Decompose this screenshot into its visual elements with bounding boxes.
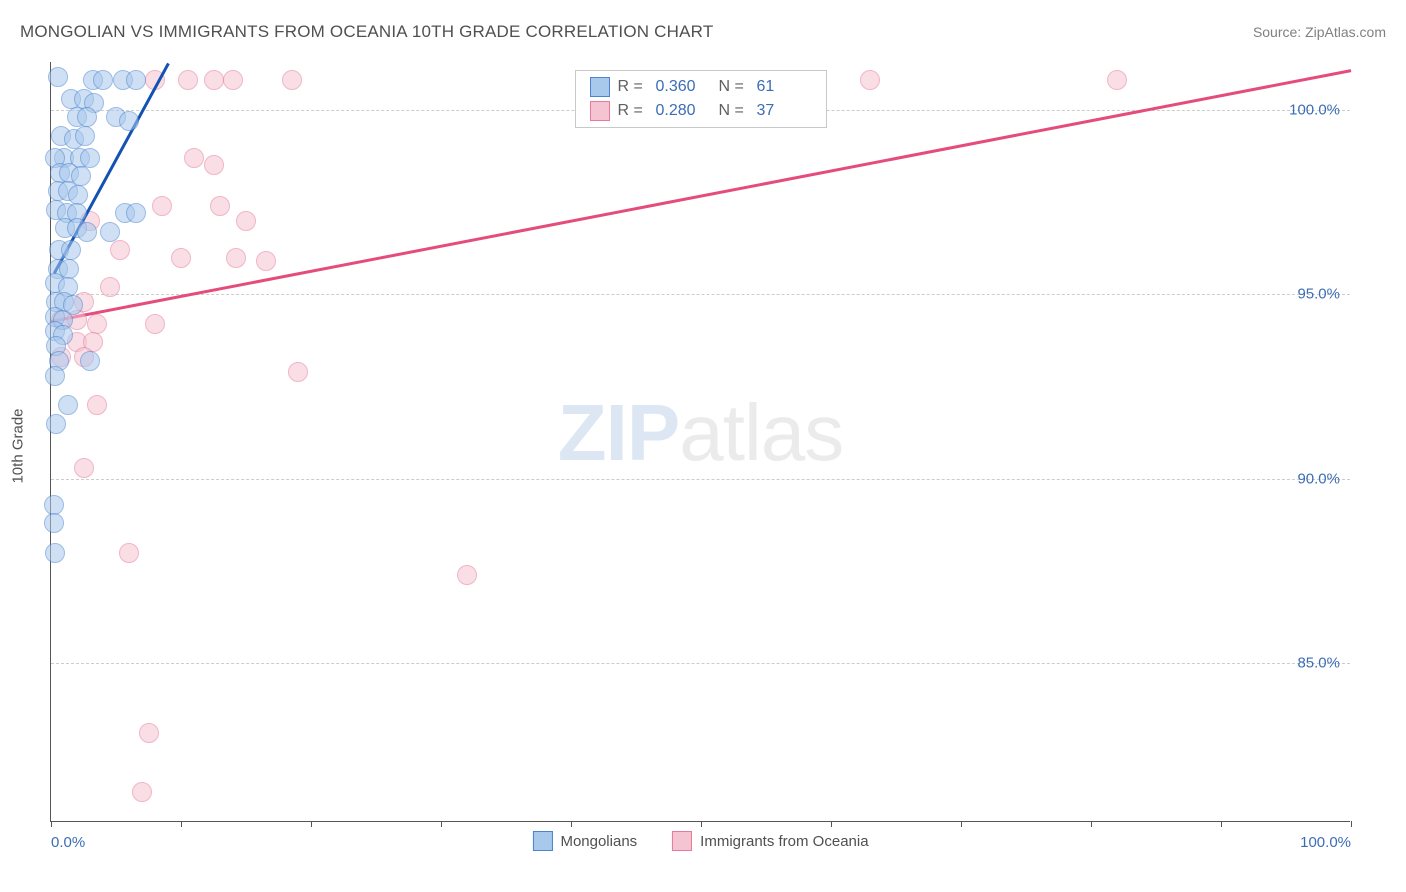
r-value-series2: 0.280 [656,102,711,120]
x-tick [1351,821,1352,827]
data-point [226,248,246,268]
n-value-series1: 61 [757,78,812,96]
data-point [210,196,230,216]
data-point [236,211,256,231]
data-point [204,70,224,90]
x-tick [831,821,832,827]
data-point [61,240,81,260]
x-tick [571,821,572,827]
data-point [87,314,107,334]
gridline [51,294,1350,295]
data-point [1107,70,1127,90]
legend-correlation: R = 0.360 N = 61 R = 0.280 N = 37 [575,70,827,128]
data-point [184,148,204,168]
r-value-series1: 0.360 [656,78,711,96]
legend-series: Mongolians Immigrants from Oceania [532,831,868,851]
data-point [45,543,65,563]
y-axis-label: 10th Grade [10,408,27,483]
data-point [44,513,64,533]
chart-title: MONGOLIAN VS IMMIGRANTS FROM OCEANIA 10T… [20,22,713,42]
data-point [126,70,146,90]
x-tick-label: 100.0% [1300,834,1351,851]
legend-label-series1: Mongolians [560,833,637,850]
x-tick [701,821,702,827]
x-tick [961,821,962,827]
legend-swatch-series2 [590,101,610,121]
data-point [139,723,159,743]
data-point [74,458,94,478]
data-point [178,70,198,90]
y-tick-label: 95.0% [1297,286,1340,303]
data-point [48,67,68,87]
data-point [80,148,100,168]
legend-swatch-series1-b [532,831,552,851]
source-label: Source: ZipAtlas.com [1253,24,1386,40]
gridline [51,479,1350,480]
data-point [256,251,276,271]
data-point [171,248,191,268]
x-tick [1221,821,1222,827]
data-point [457,565,477,585]
data-point [45,366,65,386]
data-point [68,185,88,205]
data-point [80,351,100,371]
x-tick [181,821,182,827]
y-tick-label: 85.0% [1297,655,1340,672]
data-point [93,70,113,90]
data-point [282,70,302,90]
x-tick [311,821,312,827]
data-point [87,395,107,415]
plot-area: ZIPatlas R = 0.360 N = 61 R = 0.280 N = … [50,62,1350,822]
gridline [51,663,1350,664]
legend-item-series2: Immigrants from Oceania [672,831,868,851]
watermark-part2: atlas [679,387,843,476]
legend-swatch-series1 [590,77,610,97]
data-point [152,196,172,216]
legend-item-series1: Mongolians [532,831,637,851]
watermark-part1: ZIP [558,387,679,476]
data-point [119,543,139,563]
data-point [58,395,78,415]
data-point [860,70,880,90]
y-tick-label: 90.0% [1297,470,1340,487]
data-point [126,203,146,223]
x-tick [441,821,442,827]
title-bar: MONGOLIAN VS IMMIGRANTS FROM OCEANIA 10T… [20,22,1386,42]
legend-label-series2: Immigrants from Oceania [700,833,868,850]
data-point [100,222,120,242]
x-tick [51,821,52,827]
data-point [44,495,64,515]
data-point [132,782,152,802]
legend-row-series2: R = 0.280 N = 37 [590,99,812,123]
data-point [75,126,95,146]
data-point [119,111,139,131]
legend-swatch-series2-b [672,831,692,851]
data-point [145,314,165,334]
data-point [288,362,308,382]
legend-row-series1: R = 0.360 N = 61 [590,75,812,99]
data-point [77,222,97,242]
n-label: N = [719,102,749,120]
data-point [110,240,130,260]
data-point [100,277,120,297]
n-label: N = [719,78,749,96]
data-point [204,155,224,175]
data-point [223,70,243,90]
r-label: R = [618,78,648,96]
r-label: R = [618,102,648,120]
data-point [77,107,97,127]
n-value-series2: 37 [757,102,812,120]
y-tick-label: 100.0% [1289,101,1340,118]
data-point [46,414,66,434]
x-tick-label: 0.0% [51,834,85,851]
watermark: ZIPatlas [558,386,843,478]
x-tick [1091,821,1092,827]
